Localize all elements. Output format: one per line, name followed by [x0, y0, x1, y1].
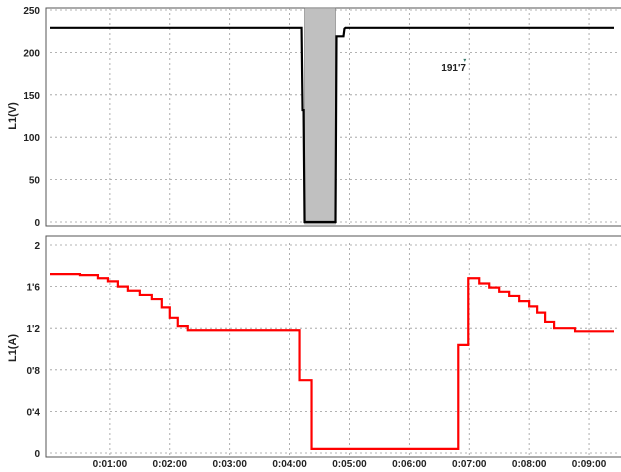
voltage-dip-highlight: [304, 7, 336, 225]
voltage-series-line: [50, 26, 614, 224]
current-y-tick-label: 0'8: [26, 366, 40, 377]
voltage-highlight-layer: [304, 7, 336, 225]
voltage-y-tick-label: 100: [23, 133, 40, 144]
current-x-ticks: 0:01:00 0:02:00 0:03:00 0:04:00 0:05:00 0:06:…: [93, 459, 607, 470]
voltage-panel: 0 50 100 150 200 250 L1(V) 191'7: [7, 6, 621, 229]
current-y-tick-label: 2: [34, 241, 40, 252]
current-series-layer: [50, 273, 614, 450]
x-tick-label: 0:08:00: [512, 459, 547, 470]
annotation-marker: [463, 58, 467, 62]
x-tick-label: 0:06:00: [392, 459, 427, 470]
current-panel: 0 0'4 0'8 1'2 1'6 2 0:01:00 0:02:00 0:03:00 0:04…: [7, 235, 621, 470]
x-tick-label: 0:05:00: [332, 459, 367, 470]
voltage-y-tick-label: 250: [23, 6, 40, 17]
annotation-label: 191'7: [441, 63, 466, 74]
x-tick-label: 0:03:00: [212, 459, 247, 470]
voltage-y-tick-label: 0: [34, 218, 40, 229]
voltage-y-ticks: 0 50 100 150 200 250: [23, 6, 40, 229]
voltage-y-tick-label: 150: [23, 91, 40, 102]
voltage-annotation-layer: 191'7: [441, 58, 467, 74]
voltage-y-tick-label: 50: [29, 176, 41, 187]
current-y-tick-label: 0'4: [26, 407, 40, 418]
voltage-y-tick-label: 200: [23, 48, 40, 59]
voltage-y-axis-label: L1(V): [7, 102, 19, 130]
x-tick-label: 0:02:00: [153, 459, 188, 470]
voltage-series-layer: [50, 26, 614, 224]
current-y-tick-label: 1'6: [26, 283, 40, 294]
current-y-tick-label: 1'2: [26, 324, 40, 335]
current-grid: [50, 243, 620, 455]
x-tick-label: 0:07:00: [452, 459, 487, 470]
current-series-line: [50, 273, 614, 450]
current-plot-frame: [45, 235, 621, 458]
x-tick-label: 0:04:00: [272, 459, 307, 470]
current-y-axis-label: L1(A): [7, 334, 19, 362]
current-y-ticks: 0 0'4 0'8 1'2 1'6 2: [26, 241, 40, 460]
x-tick-label: 0:09:00: [572, 459, 607, 470]
current-y-tick-label: 0: [34, 449, 40, 460]
x-tick-label: 0:01:00: [93, 459, 128, 470]
